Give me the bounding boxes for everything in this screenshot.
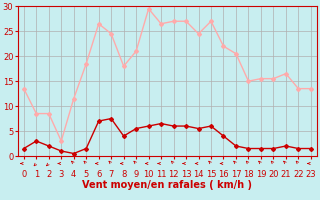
X-axis label: Vent moyen/en rafales ( km/h ): Vent moyen/en rafales ( km/h )	[82, 180, 252, 190]
